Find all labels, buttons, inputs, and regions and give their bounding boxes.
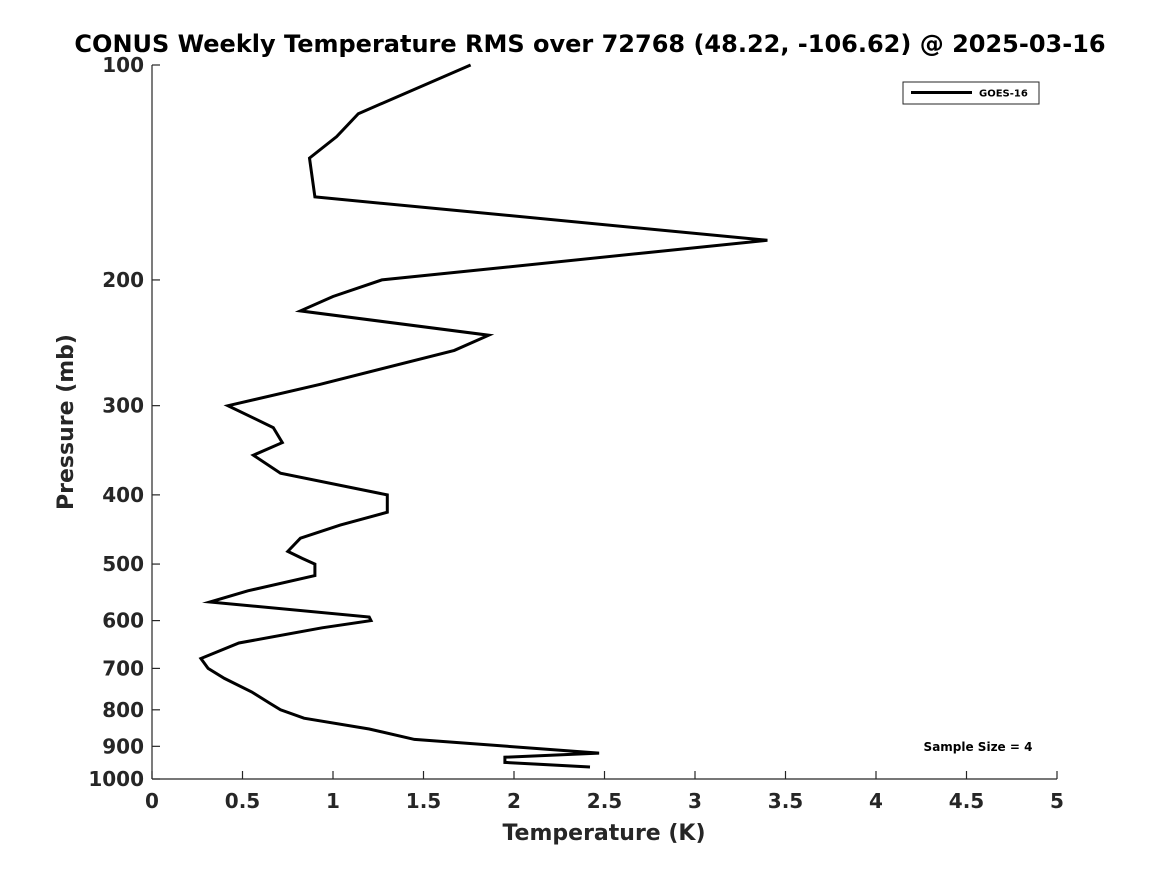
x-tick-label: 0: [145, 789, 159, 813]
x-tick-label: 0.5: [225, 789, 260, 813]
legend: GOES-16: [902, 81, 1040, 105]
y-tick-label: 100: [102, 53, 144, 77]
x-axis-label: Temperature (K): [502, 821, 705, 846]
x-tick-label: 2: [507, 789, 521, 813]
x-tick-label: 1: [326, 789, 340, 813]
y-tick-label: 1000: [88, 767, 144, 791]
y-tick-label: 500: [102, 552, 144, 576]
y-tick-label: 900: [102, 734, 144, 758]
y-tick-label: 600: [102, 609, 144, 633]
x-tick-label: 5: [1050, 789, 1064, 813]
chart-title: CONUS Weekly Temperature RMS over 72768 …: [74, 30, 1105, 58]
x-tick-label: 4: [869, 789, 883, 813]
y-axis-label: Pressure (mb): [54, 334, 79, 510]
y-tick-label: 200: [102, 268, 144, 292]
y-tick-label: 400: [102, 483, 144, 507]
x-tick-label: 3.5: [768, 789, 803, 813]
series-line-goes-16: [198, 63, 768, 769]
y-tick-label: 800: [102, 698, 144, 722]
x-ticks: 0 0.5 1 1.5 2 2.5 3 3.5 4 4.5 5: [145, 771, 1064, 813]
x-tick-label: 3: [688, 789, 702, 813]
legend-entry-goes-16: GOES-16: [979, 89, 1028, 100]
x-tick-label: 1.5: [406, 789, 441, 813]
y-ticks: 100 200 300 400 500 600 700 800 900 1000: [88, 53, 160, 791]
series-layer: [198, 63, 768, 769]
sample-size-annotation: Sample Size = 4: [924, 740, 1033, 754]
x-tick-label: 2.5: [587, 789, 622, 813]
x-tick-label: 4.5: [949, 789, 984, 813]
y-tick-label: 700: [102, 656, 144, 680]
y-tick-label: 300: [102, 394, 144, 418]
